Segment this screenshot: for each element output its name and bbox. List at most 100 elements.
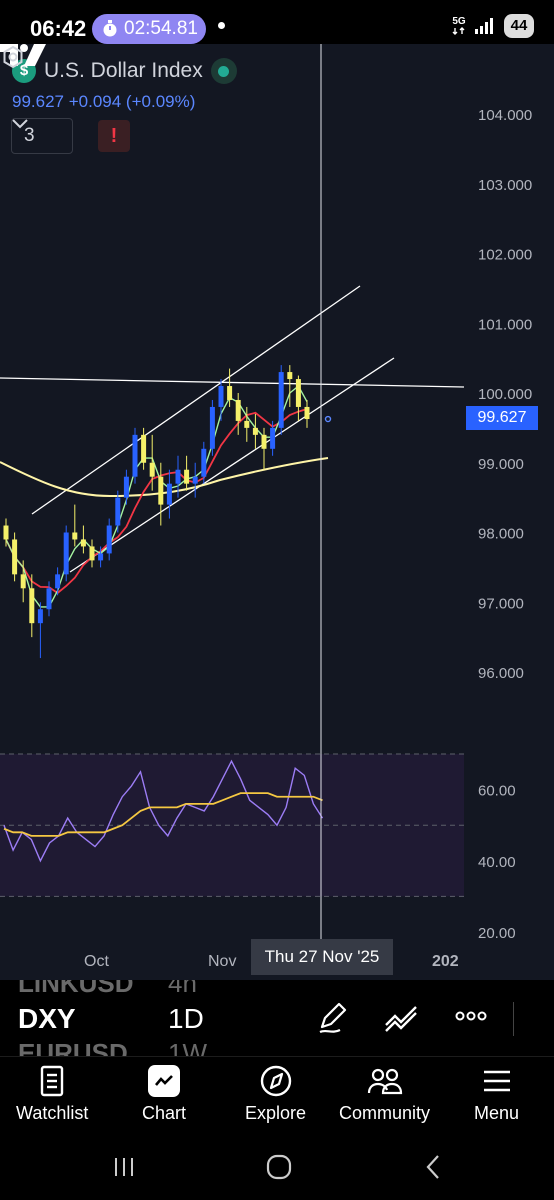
prev-symbol[interactable]: LINKUSD	[18, 980, 134, 998]
candle	[29, 574, 35, 638]
candle-body	[158, 476, 164, 505]
candle-body	[72, 532, 78, 540]
chart-icon	[148, 1065, 180, 1097]
candle	[209, 399, 215, 456]
candle-body	[12, 539, 18, 575]
resistance-line	[0, 377, 465, 388]
network-5g-icon: 5G	[452, 17, 466, 35]
symbol-selector[interactable]: DXY	[18, 1003, 76, 1034]
candle	[261, 427, 267, 470]
candle-body	[287, 372, 293, 380]
candle	[106, 518, 112, 561]
bottom-navigation: Watchlist Chart Explore Community Menu	[0, 1056, 554, 1136]
price-axis-label: 98.000	[478, 526, 524, 543]
candle-body	[175, 469, 181, 484]
candle	[12, 532, 18, 582]
symbol-name: U.S. Dollar Index	[44, 59, 203, 82]
price-change: +0.094 (+0.09%)	[68, 92, 196, 111]
candle	[270, 420, 276, 456]
candle-body	[123, 476, 129, 498]
candle-body	[80, 539, 86, 547]
nav-label: Menu	[474, 1103, 520, 1123]
more-options-icon[interactable]	[455, 1010, 487, 1022]
timeframe-selector[interactable]: 1D	[168, 1003, 204, 1034]
chart-area[interactable]: 104.000 103.000 102.000 101.000 100.000 99.00…	[0, 44, 554, 980]
channel-lower-line	[69, 357, 395, 573]
back-icon[interactable]	[424, 1154, 442, 1180]
battery-icon: 44	[504, 14, 534, 38]
price-axis-label: 102.000	[478, 247, 532, 264]
candle	[244, 406, 250, 442]
watchlist-icon	[40, 1065, 64, 1097]
candle-body	[141, 434, 147, 463]
nav-community[interactable]: Community	[339, 1065, 430, 1124]
nav-menu[interactable]: Menu	[474, 1065, 519, 1124]
candle	[192, 462, 198, 498]
rsi-axis-label: 40.00	[478, 854, 516, 871]
rsi-band	[0, 754, 464, 897]
rsi-axis-label: 20.00	[478, 925, 516, 942]
recent-apps-icon[interactable]	[112, 1156, 136, 1178]
candle-body	[295, 379, 301, 407]
candle-body	[20, 574, 26, 589]
time-axis-label: Oct	[84, 953, 109, 970]
candle	[304, 399, 310, 428]
pencil-icon[interactable]	[316, 1001, 350, 1035]
price-axis-label: 103.000	[478, 177, 532, 194]
chevron-down-icon	[12, 119, 28, 129]
nav-chart[interactable]: Chart	[142, 1065, 186, 1124]
chart-toolbar: LINKUSD 4h DXY 1D EURUSD 1W	[0, 980, 554, 1056]
next-symbol[interactable]: EURUSD	[18, 1038, 128, 1056]
candle-body	[29, 588, 35, 624]
candle-body	[244, 420, 250, 428]
status-time: 06:42	[30, 16, 87, 41]
nav-watchlist[interactable]: Watchlist	[16, 1065, 88, 1124]
price-change-line: 99.627 +0.094 (+0.09%)	[12, 92, 195, 112]
candle-body	[37, 609, 43, 624]
candle-body	[166, 483, 172, 505]
nav-explore[interactable]: Explore	[245, 1065, 306, 1124]
candle-body	[63, 532, 69, 575]
indicators-toggle-button[interactable]: 3	[11, 118, 73, 154]
candle-body	[89, 546, 95, 561]
nav-label: Chart	[142, 1103, 187, 1123]
candle-body	[235, 399, 241, 421]
candle	[201, 441, 207, 484]
timer-text: 02:54.81	[124, 18, 198, 39]
candle	[46, 581, 52, 617]
candle	[123, 469, 129, 505]
home-icon[interactable]	[266, 1154, 292, 1180]
time-axis-label: Nov	[208, 953, 236, 970]
candle	[149, 434, 155, 491]
rsi-ma-line	[3, 792, 323, 837]
indicator-count: 3	[24, 125, 35, 146]
crosshair-date-label: Thu 27 Nov '25	[251, 939, 393, 975]
price-chart[interactable]: 104.000 103.000 102.000 101.000 100.000 99.00…	[0, 44, 554, 980]
candle-body	[201, 448, 207, 477]
candle	[89, 539, 95, 568]
candle-body	[55, 574, 61, 589]
candle	[252, 413, 258, 449]
compass-icon	[260, 1065, 291, 1097]
next-timeframe[interactable]: 1W	[168, 1038, 207, 1056]
price-axis-label: 96.000	[478, 665, 524, 682]
candle-body	[304, 406, 310, 420]
candle	[295, 375, 301, 421]
candle-body	[261, 434, 267, 449]
draw-line-icon[interactable]	[382, 1001, 420, 1035]
rsi-axis-label: 60.00	[478, 783, 516, 800]
market-open-icon	[210, 58, 237, 84]
candle-body	[106, 525, 112, 554]
warning-icon[interactable]: !	[98, 120, 130, 152]
channel-upper-line	[31, 285, 361, 515]
candle-body	[270, 427, 276, 449]
candle-body	[184, 469, 190, 484]
candle-body	[149, 462, 155, 477]
settings-icon[interactable]	[0, 44, 26, 70]
prev-timeframe[interactable]: 4h	[168, 980, 197, 998]
candle	[3, 518, 9, 547]
candle	[72, 504, 78, 547]
hamburger-menu-icon	[483, 1070, 510, 1092]
timer-pill[interactable]: 02:54.81	[92, 14, 206, 44]
candle	[63, 525, 69, 582]
